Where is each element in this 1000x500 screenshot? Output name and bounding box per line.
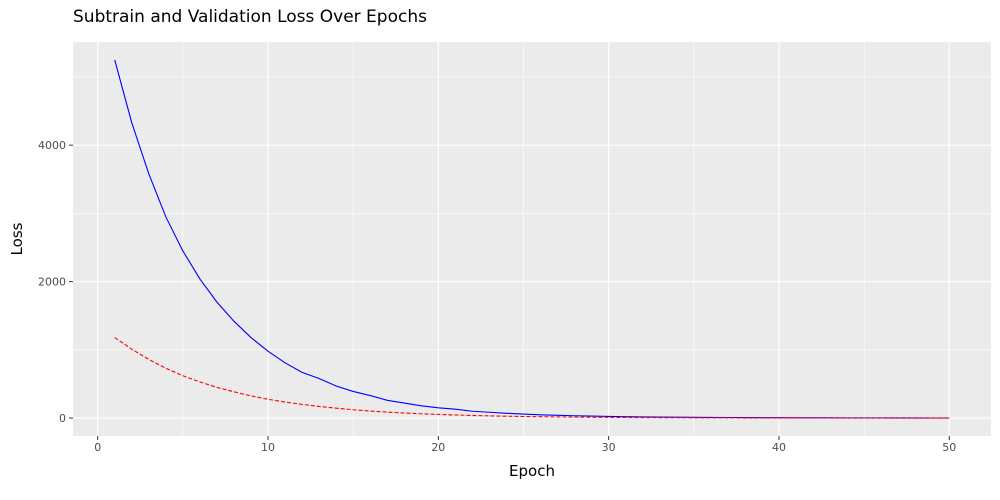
x-tick-label: 40 (772, 441, 786, 454)
x-axis: 0 10 20 30 40 50 (94, 436, 956, 454)
y-tick-label: 4000 (38, 139, 66, 152)
y-tick-label: 2000 (38, 276, 66, 289)
series-line-2 (114, 337, 950, 419)
x-tick-label: 20 (431, 441, 445, 454)
x-axis-title: Epoch (509, 462, 555, 480)
series-layer (114, 59, 950, 419)
x-tick-label: 30 (602, 441, 616, 454)
grid-minor (73, 42, 991, 436)
y-tick-label: 0 (59, 412, 66, 425)
x-tick-label: 10 (261, 441, 275, 454)
y-axis: 0 2000 4000 (38, 139, 73, 425)
chart-title: Subtrain and Validation Loss Over Epochs (73, 7, 427, 27)
x-tick-label: 50 (942, 441, 956, 454)
plot-panel (73, 42, 991, 436)
y-axis-title: Loss (8, 222, 26, 255)
x-tick-label: 0 (94, 441, 101, 454)
